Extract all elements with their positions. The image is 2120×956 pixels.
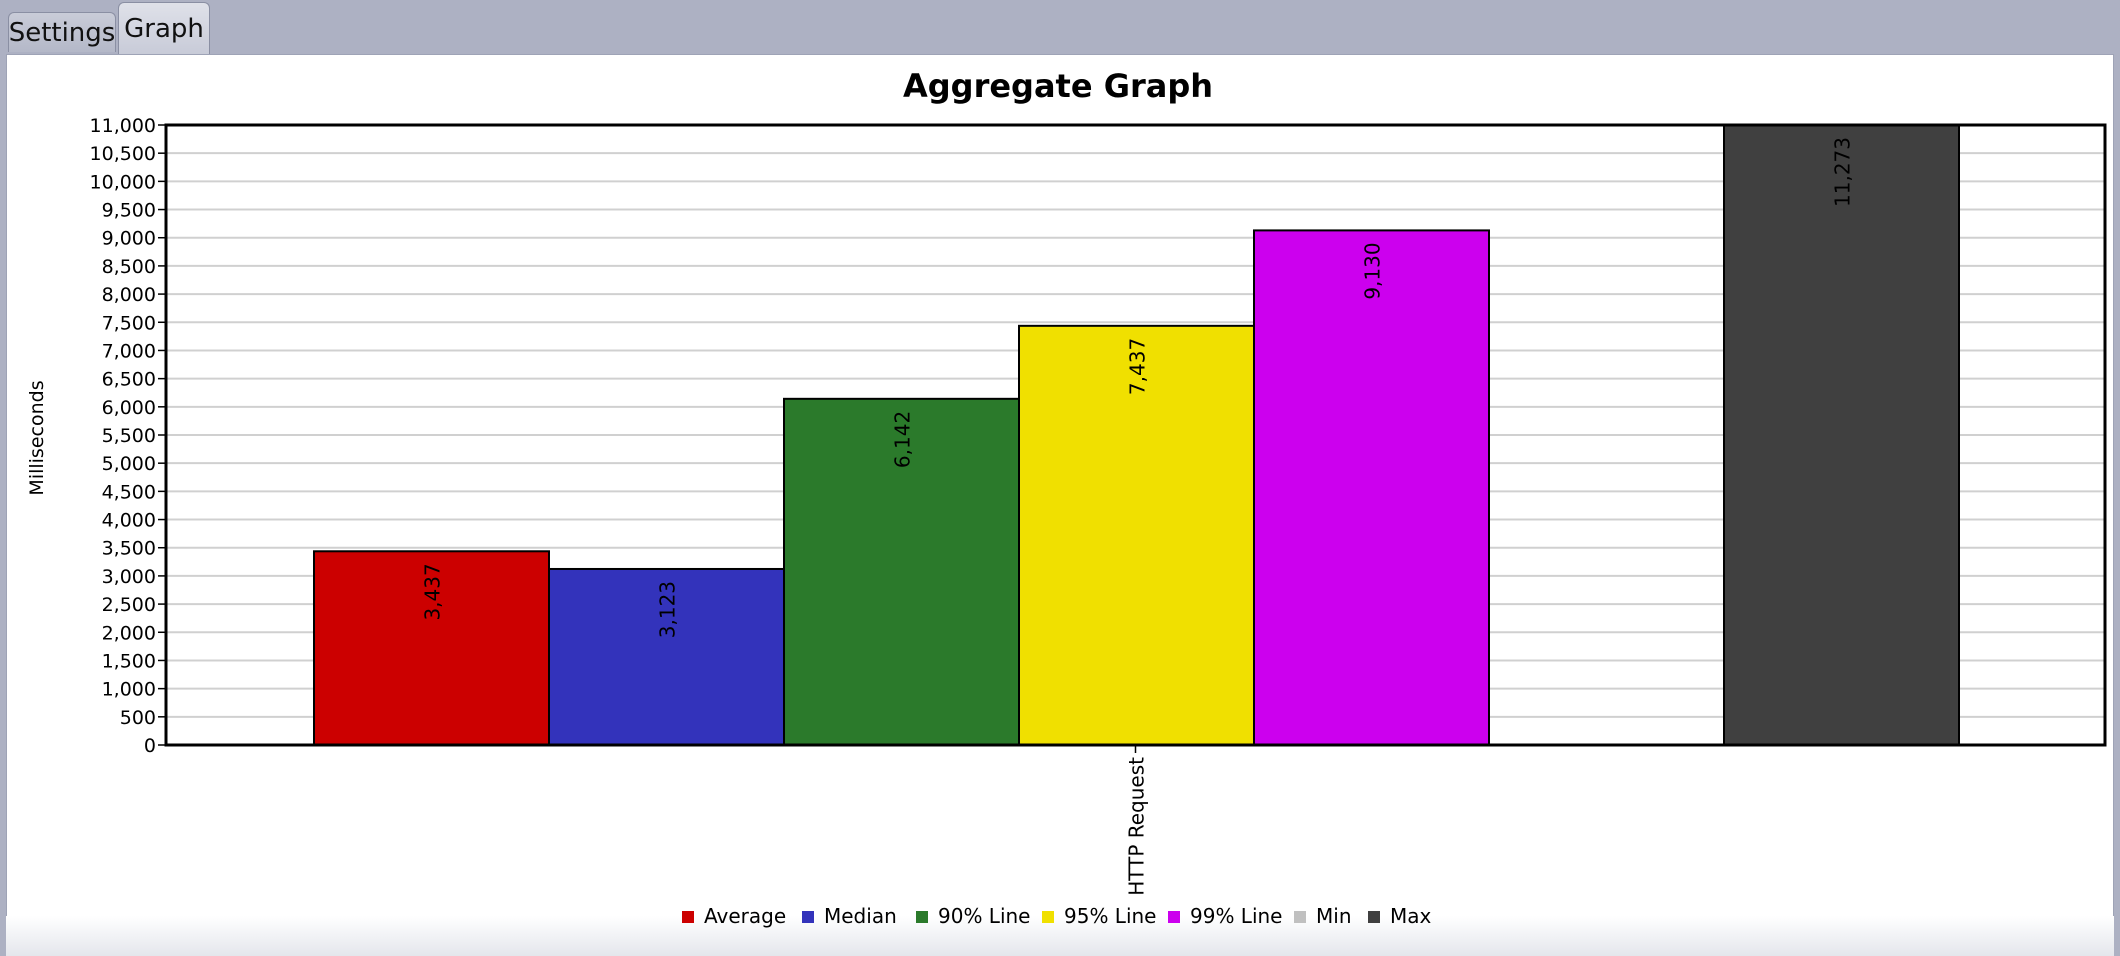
bar-data-label: 9,130 <box>1361 242 1385 299</box>
bar-90-line <box>783 397 1020 746</box>
y-tick-label: 3,000 <box>102 566 156 588</box>
y-tick-label: 2,000 <box>102 622 156 644</box>
tab-bar: Settings Graph <box>0 0 2120 56</box>
y-axis-label: Milliseconds <box>26 380 48 495</box>
legend-swatch-99-line <box>1168 911 1180 923</box>
legend-label-99-line: 99% Line <box>1190 904 1283 928</box>
bar-average <box>313 550 550 747</box>
bar-data-label: 3,437 <box>421 563 445 620</box>
y-tick-label: 3,500 <box>102 538 156 560</box>
bar-99-line <box>1253 229 1490 746</box>
legend-label-90-line: 90% Line <box>938 904 1031 928</box>
bar-median <box>548 567 785 747</box>
bar-95-line <box>1018 324 1255 746</box>
tab-graph[interactable]: Graph <box>118 2 210 54</box>
x-category-label: HTTP Request <box>1125 757 1149 896</box>
bar-data-label: 3,123 <box>656 581 680 638</box>
legend-label-max: Max <box>1390 904 1432 928</box>
legend-swatch-90-line <box>916 911 928 923</box>
legend-label-min: Min <box>1316 904 1352 928</box>
bar-data-label: 6,142 <box>891 411 915 468</box>
y-tick-label: 7,000 <box>102 340 156 362</box>
y-tick-label: 5,000 <box>102 453 156 475</box>
bar-data-label: 11,273 <box>1831 137 1855 207</box>
legend-swatch-median <box>802 911 814 923</box>
y-tick-label: 8,000 <box>102 284 156 306</box>
legend-label-median: Median <box>824 904 897 928</box>
legend-swatch-min <box>1294 911 1306 923</box>
y-tick-label: 0 <box>144 735 156 757</box>
y-tick-label: 9,000 <box>102 228 156 250</box>
y-tick-label: 7,500 <box>102 312 156 334</box>
y-tick-label: 1,000 <box>102 679 156 701</box>
y-tick-label: 5,500 <box>102 425 156 447</box>
y-tick-label: 500 <box>120 707 156 729</box>
panel-bottom-shade <box>6 916 2114 956</box>
bar-data-label: 7,437 <box>1126 338 1150 395</box>
legend-swatch-average <box>682 911 694 923</box>
y-tick-label: 4,000 <box>102 510 156 532</box>
legend-label-average: Average <box>704 904 786 928</box>
y-tick-label: 4,500 <box>102 481 156 503</box>
y-tick-label: 9,500 <box>102 200 156 222</box>
y-tick-label: 6,500 <box>102 369 156 391</box>
y-tick-label: 2,500 <box>102 594 156 616</box>
bar-max <box>1723 124 1960 746</box>
y-tick-label: 10,500 <box>90 143 156 165</box>
legend-label-95-line: 95% Line <box>1064 904 1157 928</box>
y-tick-label: 10,000 <box>90 171 156 193</box>
y-tick-label: 11,000 <box>90 115 156 137</box>
y-tick-label: 1,500 <box>102 650 156 672</box>
chart-title: Aggregate Graph <box>903 67 1213 105</box>
y-tick-label: 6,000 <box>102 397 156 419</box>
legend-swatch-95-line <box>1042 911 1054 923</box>
legend-swatch-max <box>1368 911 1380 923</box>
y-tick-label: 8,500 <box>102 256 156 278</box>
tab-settings[interactable]: Settings <box>8 12 116 52</box>
